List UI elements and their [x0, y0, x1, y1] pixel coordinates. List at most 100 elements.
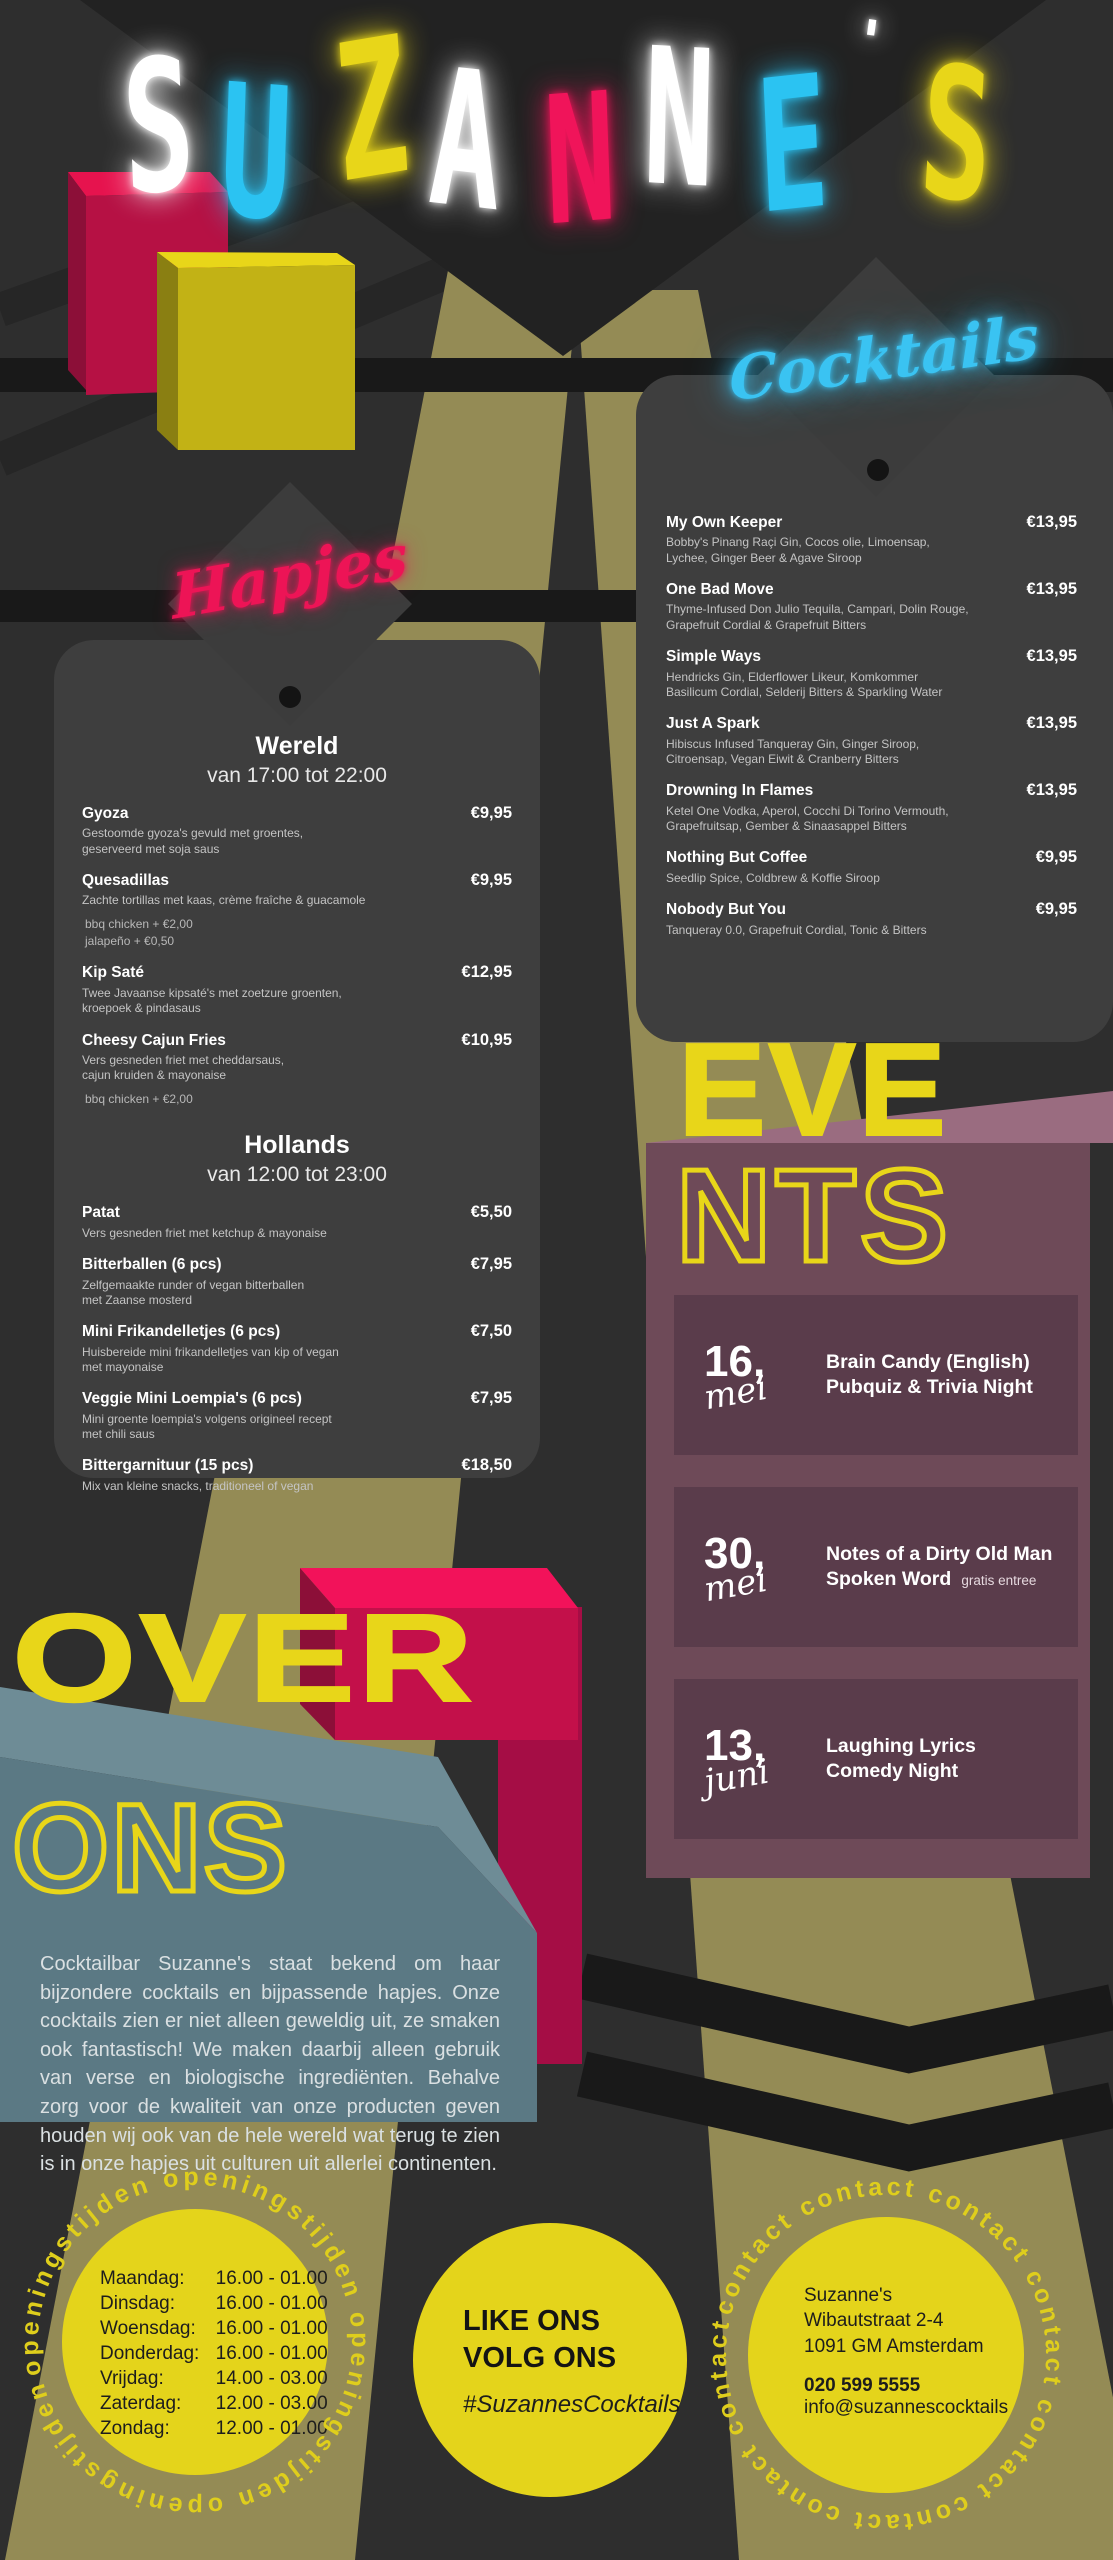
item-name: Drowning In Flames	[666, 782, 814, 800]
item-description: Hibiscus Infused Tanqueray Gin, Ginger S…	[666, 736, 920, 767]
yellow-box-side	[157, 252, 178, 450]
item-description: Zachte tortillas met kaas, crème fraîche…	[82, 893, 366, 908]
item-description: Ketel One Vodka, Aperol, Cocchi Di Torin…	[666, 803, 949, 834]
item-name: Cheesy Cajun Fries	[82, 1031, 226, 1049]
item-price: €9,95	[1035, 900, 1077, 919]
logo-diamond	[80, 0, 1046, 356]
item-name: Mini Frikandelletjes (6 pcs)	[82, 1323, 281, 1341]
contact-phone[interactable]: 020 599 5555	[804, 2375, 921, 2397]
hapjes-menu-item: Kip Saté Twee Javaanse kipsaté's met zoe…	[82, 963, 512, 1016]
logo-letter: A	[425, 26, 506, 255]
about-box-front	[0, 1757, 537, 2122]
yellow-box-front	[178, 265, 355, 450]
cocktail-menu-item: Drowning In Flames Ketel One Vodka, Aper…	[666, 781, 1077, 834]
social-hashtag[interactable]: #SuzannesCocktails	[463, 2391, 681, 2419]
social-circle: LIKE ONS VOLG ONS #SuzannesCocktails	[413, 2223, 687, 2497]
item-description: Hendricks Gin, Elderflower Likeur, Komko…	[666, 669, 943, 699]
event-title-line1: Brain Candy (English)	[826, 1350, 1030, 1373]
item-name: Veggie Mini Loempia's (6 pcs)	[82, 1390, 302, 1408]
hours-time: 16.00 - 01.00	[215, 2317, 328, 2339]
cocktails-menu-card: My Own Keeper Bobby's Pinang Raçi Gin, C…	[636, 375, 1113, 1042]
item-name: Bittergarnituur (15 pcs)	[82, 1457, 254, 1475]
event-month: juni	[701, 1751, 773, 1803]
cocktail-menu-item: Nobody But You Tanqueray 0.0, Grapefruit…	[666, 900, 1077, 938]
item-name: Patat	[82, 1204, 120, 1222]
event-note: gratis entree	[961, 1573, 1037, 1588]
event-title-line2: Spoken Word gratis entree	[826, 1568, 1037, 1590]
item-description: Mini groente loempia's volgens origineel…	[82, 1411, 332, 1442]
contact-name: Suzanne's	[804, 2285, 893, 2306]
event-title-line2: Pubquiz & Trivia Night	[826, 1376, 1033, 1398]
cocktail-menu-item: Just A Spark Hibiscus Infused Tanqueray …	[666, 714, 1077, 767]
logo-suzannes: S U Z A N N E ' S	[118, 0, 998, 334]
contact-circle: Suzanne's Wibautstraat 2-4 1091 GM Amste…	[748, 2217, 1024, 2493]
item-extras: bbq chicken + €2,00	[85, 1091, 193, 1106]
hours-day: Vrijdag:	[100, 2367, 164, 2389]
item-price: €13,95	[1026, 580, 1077, 599]
logo-letter: S	[914, 23, 998, 246]
section-hours-hollands: van 12:00 tot 23:00	[207, 1163, 387, 1187]
item-description: Gestoomde gyoza's gevuld met groentes, g…	[82, 826, 304, 856]
hours-time: 16.00 - 01.00	[215, 2292, 328, 2314]
item-description: Mix van kleine snacks, traditioneel of v…	[82, 1478, 314, 1493]
yellow-box-top	[157, 252, 355, 268]
events-title-top: EVE	[677, 1016, 949, 1163]
item-description: Huisbereide mini frikandelletjes van kip…	[82, 1344, 339, 1374]
item-description: Tanqueray 0.0, Grapefruit Cordial, Tonic…	[666, 922, 927, 937]
event-card: 30, mei Notes of a Dirty Old Man Spoken …	[674, 1487, 1078, 1647]
item-name: Nothing But Coffee	[666, 849, 808, 867]
opening-hours-table: Maandag: 16.00 - 01.00 Dinsdag: 16.00 - 01.…	[100, 2267, 328, 2441]
chevron-stripe	[576, 2051, 1113, 2172]
item-name: Simple Ways	[666, 648, 762, 666]
chevron-stripe	[576, 1953, 1113, 2074]
item-price: €12,95	[461, 963, 512, 982]
item-description: Thyme-Infused Don Julio Tequila, Campari…	[666, 602, 969, 632]
hapjes-menu-item: Bitterballen (6 pcs) Zelfgemaakte runder…	[82, 1255, 512, 1308]
hours-time: 16.00 - 01.00	[215, 2342, 328, 2364]
item-price: €13,95	[1026, 513, 1077, 531]
hapjes-menu-item: Gyoza Gestoomde gyoza's gevuld met groen…	[82, 804, 512, 857]
item-price: €9,95	[470, 804, 512, 822]
item-name: One Bad Move	[666, 581, 774, 599]
item-price: €9,95	[1035, 848, 1077, 867]
event-title-line1: Laughing Lyrics	[826, 1734, 976, 1757]
hours-day: Dinsdag:	[100, 2292, 175, 2314]
event-date: 30, mei	[701, 1532, 826, 1611]
red-box-side	[68, 172, 86, 390]
event-card: 16, mei Brain Candy (English) Pubquiz & …	[674, 1295, 1078, 1455]
hours-day: Maandag:	[100, 2268, 185, 2289]
hours-day: Zondag:	[100, 2417, 170, 2439]
item-description: Vers gesneden friet met cheddarsaus, caj…	[82, 1052, 285, 1083]
pink-box-front	[335, 1608, 578, 1740]
hours-time: 16.00 - 01.00	[215, 2268, 328, 2289]
about-title-bottom: ONS	[10, 1779, 290, 1918]
hapjes-menu-item: Bittergarnituur (15 pcs) Mix van kleine …	[82, 1456, 512, 1494]
event-month: mei	[701, 1367, 771, 1419]
about-paragraph: Cocktailbar Suzanne's staat bekend om ha…	[40, 1953, 500, 2176]
logo-letter: N	[641, 6, 718, 231]
item-description: Twee Javaanse kipsaté's met zoetzure gro…	[82, 985, 342, 1016]
item-name: My Own Keeper	[666, 514, 783, 531]
item-extras: bbq chicken + €2,00 jalapeño + €0,50	[85, 916, 193, 948]
pink-box-side	[300, 1568, 335, 1740]
about-box-top	[0, 1687, 537, 1933]
hapjes-menu-item: Mini Frikandelletjes (6 pcs) Huisbereide…	[82, 1322, 512, 1375]
hours-time: 14.00 - 03.00	[215, 2367, 328, 2389]
contact-email[interactable]: info@suzannescocktails	[804, 2397, 1009, 2419]
item-price: €5,50	[470, 1203, 512, 1222]
item-name: Quesadillas	[82, 872, 170, 890]
hours-time: 12.00 - 03.00	[215, 2392, 328, 2414]
event-title-line2: Comedy Night	[826, 1760, 959, 1782]
hapjes-menu-item: Cheesy Cajun Fries Vers gesneden friet m…	[82, 1031, 512, 1108]
cocktail-menu-item: Nothing But Coffee Seedlip Spice, Coldbr…	[666, 848, 1077, 886]
item-price: €7,95	[470, 1389, 512, 1408]
logo-letter: E	[751, 34, 833, 256]
item-name: Just A Spark	[666, 715, 760, 733]
hapjes-menu-item: Patat Vers gesneden friet met ketchup & …	[82, 1203, 512, 1241]
hapjes-menu-item: Quesadillas Zachte tortillas met kaas, c…	[82, 871, 512, 949]
item-description: Bobby's Pinang Raçi Gin, Cocos olie, Lim…	[666, 535, 930, 565]
social-line2: VOLG ONS	[463, 2342, 617, 2375]
item-price: €13,95	[1026, 714, 1077, 733]
logo-letter: U	[216, 43, 295, 263]
